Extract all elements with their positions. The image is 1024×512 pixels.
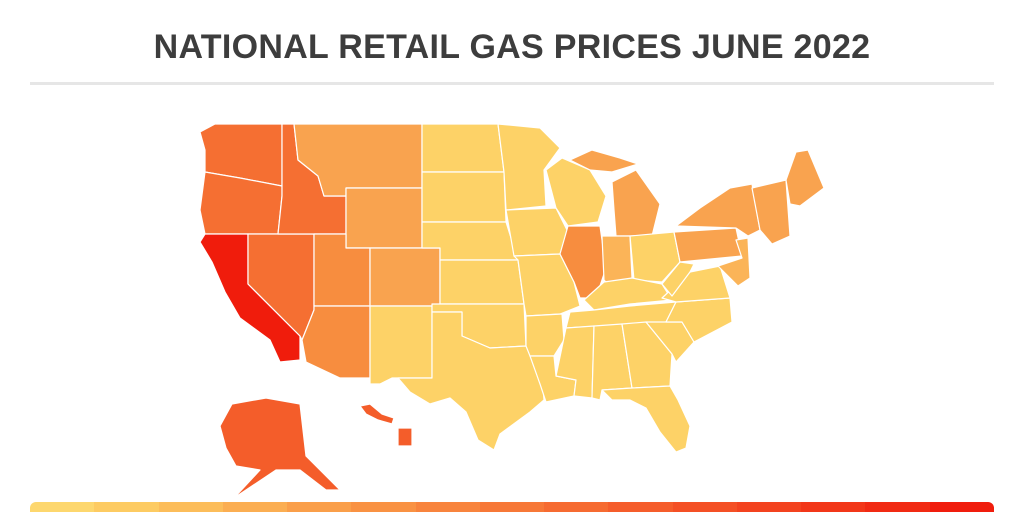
- legend-swatch: [736, 502, 802, 512]
- state-MI-UP[interactable]: [569, 149, 639, 173]
- state-PA[interactable]: [673, 227, 743, 263]
- legend-swatch: [287, 502, 352, 512]
- state-CO[interactable]: [369, 247, 441, 307]
- legend-swatch: [94, 502, 159, 512]
- state-ME[interactable]: [785, 149, 825, 207]
- legend-swatch: [929, 502, 994, 512]
- state-MN[interactable]: [497, 123, 561, 211]
- state-WI[interactable]: [545, 157, 607, 227]
- state-HI[interactable]: [397, 427, 413, 447]
- state-WV[interactable]: [661, 261, 695, 297]
- legend-swatch: [801, 502, 866, 512]
- map-title: NATIONAL RETAIL GAS PRICES JUNE 2022: [153, 28, 871, 66]
- state-AK[interactable]: [219, 397, 341, 499]
- state-SD[interactable]: [421, 171, 507, 223]
- legend-swatch: [608, 502, 673, 512]
- color-scale-legend: [30, 502, 994, 512]
- state-KS[interactable]: [439, 259, 525, 305]
- legend-swatch: [415, 502, 480, 512]
- state-AR[interactable]: [525, 313, 565, 357]
- state-NJ-MD-DE[interactable]: [717, 237, 751, 287]
- state-NM[interactable]: [369, 305, 433, 385]
- legend-swatch: [158, 502, 223, 512]
- state-HI-islands[interactable]: [359, 403, 395, 425]
- state-MI[interactable]: [611, 169, 661, 237]
- state-WY[interactable]: [345, 187, 423, 249]
- state-AZ[interactable]: [301, 305, 371, 379]
- state-GA[interactable]: [621, 321, 673, 389]
- legend-swatch: [222, 502, 288, 512]
- state-ND[interactable]: [421, 123, 505, 173]
- us-gas-price-map: [199, 123, 825, 499]
- legend-swatch: [865, 502, 930, 512]
- legend-swatch: [479, 502, 545, 512]
- legend-swatch: [351, 502, 416, 512]
- title-divider: [30, 82, 994, 85]
- state-OH[interactable]: [629, 231, 681, 283]
- state-NY[interactable]: [675, 183, 761, 237]
- legend-swatch: [672, 502, 737, 512]
- legend-swatch: [544, 502, 609, 512]
- state-FL[interactable]: [601, 385, 691, 453]
- legend-swatch: [30, 502, 95, 512]
- state-TX[interactable]: [397, 311, 545, 451]
- state-NE-states[interactable]: [751, 179, 791, 245]
- state-IA[interactable]: [505, 207, 569, 257]
